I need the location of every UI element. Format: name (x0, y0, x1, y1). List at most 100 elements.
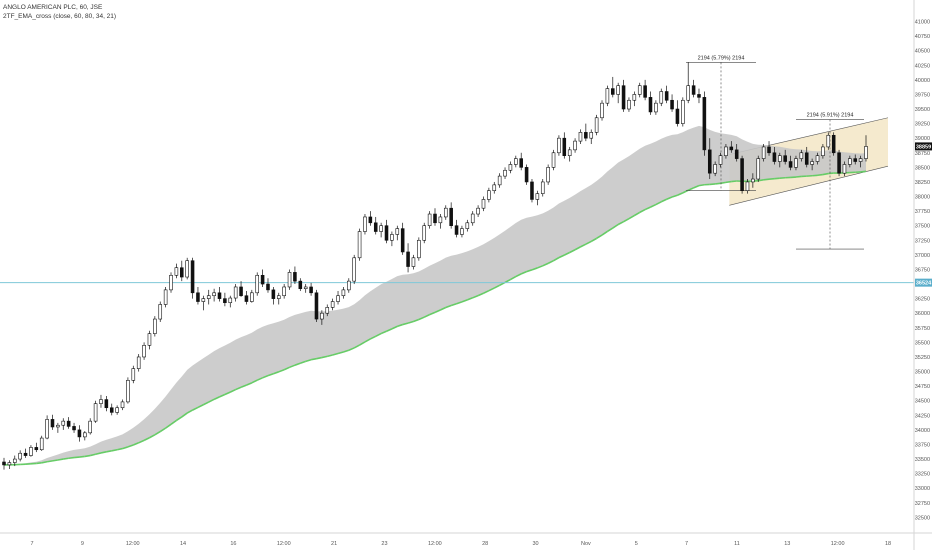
candle (380, 223, 383, 238)
candle-body (261, 275, 264, 284)
price-tick-label: 37500 (915, 224, 930, 230)
price-tick-label: 38250 (915, 180, 930, 186)
candle (611, 77, 614, 97)
candle-body (218, 293, 221, 299)
candle-body (504, 170, 507, 176)
candle (649, 92, 652, 115)
candle-body (482, 199, 485, 208)
candle-body (509, 164, 512, 170)
ema-cloud (4, 126, 866, 465)
candle-body (741, 159, 744, 191)
candle (762, 144, 765, 162)
candle-body (751, 179, 754, 182)
candle-body (724, 147, 727, 156)
candle-body (89, 421, 92, 433)
price-tick-label: 40000 (915, 78, 930, 84)
candle-body (660, 92, 663, 104)
candle-body (29, 447, 32, 455)
candle (622, 80, 625, 112)
candle-body (590, 132, 593, 138)
candle-body (126, 380, 129, 402)
candle-body (358, 232, 361, 258)
time-tick-label: 9 (81, 541, 84, 547)
candle (267, 278, 270, 293)
candle-body (530, 182, 533, 200)
candle (541, 179, 544, 197)
candle (196, 287, 199, 305)
candle-body (757, 159, 760, 179)
ema-segment (36, 463, 41, 464)
candle-body (676, 109, 679, 124)
candle (498, 173, 501, 188)
candle (509, 162, 512, 174)
candle (99, 395, 102, 408)
candle-body (665, 92, 668, 101)
candle-body (116, 408, 119, 413)
candle (369, 211, 372, 226)
candle (29, 445, 32, 457)
time-tick-label: 7 (685, 541, 688, 547)
candle-body (487, 191, 490, 200)
candle (477, 205, 480, 217)
candle (223, 293, 226, 306)
candle (530, 179, 533, 202)
candle (132, 366, 135, 384)
candle (240, 281, 243, 297)
candle (148, 331, 151, 350)
candle (827, 132, 830, 150)
candle-body (223, 299, 226, 303)
candle-body (498, 176, 501, 185)
candle-body (390, 234, 393, 240)
time-tick-label: 12:00 (277, 541, 291, 547)
candle-body (428, 214, 431, 226)
candle (552, 150, 555, 170)
candle-body (671, 100, 674, 109)
candle (671, 94, 674, 112)
time-tick-label: 12:00 (831, 541, 845, 547)
candle (256, 272, 259, 295)
candle (40, 436, 43, 451)
candle-body (768, 147, 771, 153)
candle (358, 229, 361, 261)
candle (676, 100, 679, 126)
candle (385, 220, 388, 243)
candle (175, 264, 178, 279)
time-tick-label: 5 (635, 541, 638, 547)
candle-body (267, 284, 270, 290)
candle (191, 258, 194, 299)
candle-body (46, 419, 49, 438)
candle-body (83, 433, 86, 437)
hline-price-tag: 36524 (915, 279, 932, 287)
ema-cloud-fill (4, 126, 866, 465)
price-tick-label: 40500 (915, 49, 930, 55)
candle (159, 302, 162, 322)
candle-body (110, 408, 113, 413)
candle-body (369, 217, 372, 223)
candle (514, 156, 517, 168)
candle-body (3, 462, 6, 465)
candle (73, 423, 76, 433)
price-tick-label: 38000 (915, 195, 930, 201)
candle-body (213, 293, 216, 296)
ema-segment (63, 458, 68, 459)
price-tick-label: 39000 (915, 136, 930, 142)
candle-body (800, 153, 803, 159)
ema-segment (101, 452, 106, 453)
ema-segment (42, 462, 47, 463)
candle (698, 89, 701, 104)
candle-body (347, 281, 350, 290)
time-tick-label: 11 (734, 541, 740, 547)
candle (412, 255, 415, 270)
candle (207, 290, 210, 305)
candle-body (186, 261, 189, 277)
candle (353, 255, 356, 284)
candle-body (821, 147, 824, 156)
price-tick-label: 41000 (915, 20, 930, 26)
ema-segment (106, 451, 111, 452)
candle (654, 100, 657, 115)
candle-body (51, 419, 54, 427)
candle-body (196, 293, 199, 302)
candle-body (541, 182, 544, 194)
candle (213, 289, 216, 302)
